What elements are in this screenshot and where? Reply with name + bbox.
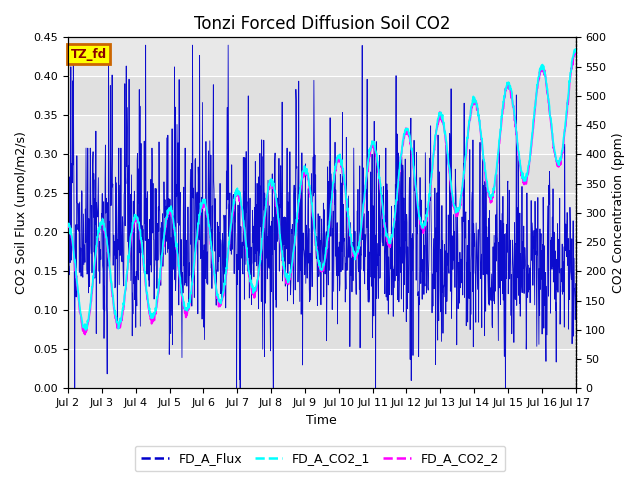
Bar [68,193,575,232]
Bar [68,37,575,76]
Y-axis label: CO2 Soil Flux (umol/m2/s): CO2 Soil Flux (umol/m2/s) [15,132,28,294]
Legend: FD_A_Flux, FD_A_CO2_1, FD_A_CO2_2: FD_A_Flux, FD_A_CO2_1, FD_A_CO2_2 [135,446,505,471]
Title: Tonzi Forced Diffusion Soil CO2: Tonzi Forced Diffusion Soil CO2 [193,15,450,33]
Y-axis label: CO2 Concentration (ppm): CO2 Concentration (ppm) [612,132,625,293]
X-axis label: Time: Time [307,414,337,427]
Bar [68,115,575,155]
Text: TZ_fd: TZ_fd [70,48,107,61]
Bar [68,349,575,388]
Bar [68,271,575,311]
